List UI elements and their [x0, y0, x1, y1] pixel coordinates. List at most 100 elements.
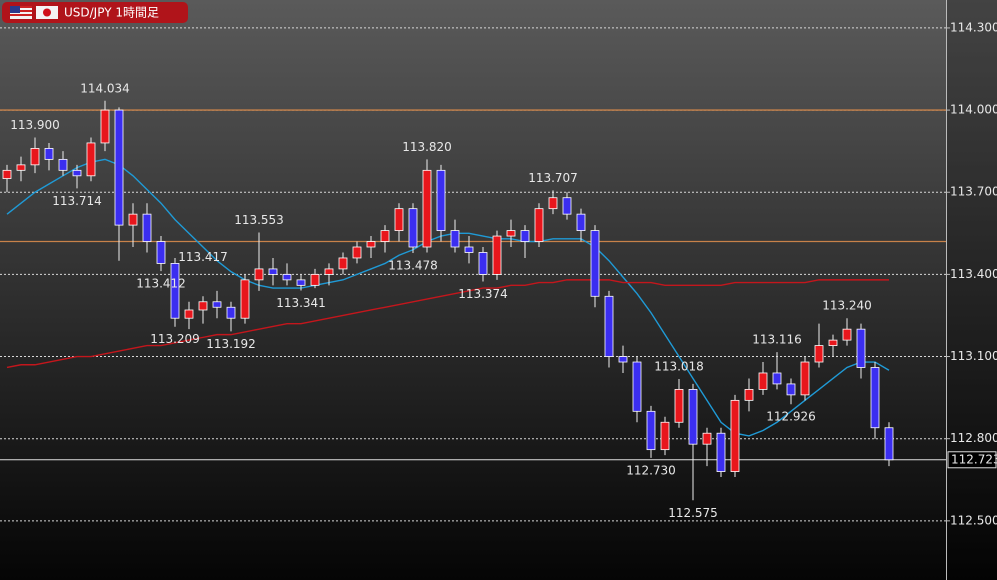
candle-body — [254, 268, 264, 281]
price-annotation: 113.553 — [234, 213, 284, 227]
candle-body — [786, 383, 796, 396]
candle-body — [660, 421, 670, 451]
candle-body — [590, 230, 600, 297]
candle-body — [478, 252, 488, 275]
candle-body — [674, 389, 684, 423]
candle-body — [72, 169, 82, 177]
candle-body — [268, 268, 278, 275]
candle-body — [142, 213, 152, 242]
y-tick-label: 113.100 — [950, 349, 997, 363]
candle-body — [58, 158, 68, 171]
price-annotation: 113.018 — [654, 359, 704, 373]
candle-body — [184, 309, 194, 319]
candle-body — [730, 399, 740, 472]
price-annotation: 113.374 — [458, 287, 508, 301]
plot: 112.500 112.800 113.100 113.400 113.700 114.0… — [0, 20, 997, 527]
candle-body — [156, 241, 166, 264]
axis-panel — [947, 0, 997, 580]
price-annotation: 113.209 — [150, 332, 200, 346]
y-tick-label: 113.400 — [950, 267, 997, 281]
candle-body — [44, 148, 54, 160]
y-tick-label: 114.000 — [950, 103, 997, 117]
candle-body — [408, 208, 418, 248]
candle-body — [100, 109, 110, 144]
y-tick-label: 113.700 — [950, 185, 997, 199]
candle-body — [422, 169, 432, 248]
candle-body — [86, 142, 96, 177]
candle-body — [758, 372, 768, 390]
us-flag-stripe — [10, 10, 32, 12]
candle-body — [604, 295, 614, 357]
candle-body — [576, 213, 586, 231]
price-annotation: 113.820 — [402, 140, 452, 154]
candle-body — [128, 213, 138, 226]
price-annotation: 113.240 — [822, 299, 872, 313]
price-annotation: 112.730 — [626, 463, 676, 477]
candle-body — [310, 273, 320, 286]
y-tick-label: 112.800 — [950, 431, 997, 445]
candle-body — [464, 246, 474, 253]
candle-body — [30, 148, 40, 166]
candle-body — [562, 197, 572, 215]
candle-body — [702, 432, 712, 445]
price-annotation: 112.575 — [668, 506, 718, 520]
y-tick-label: 112.500 — [950, 513, 997, 527]
candle-body — [198, 301, 208, 311]
candle-body — [800, 361, 810, 396]
candle-body — [2, 169, 12, 179]
price-annotation: 114.034 — [80, 81, 130, 95]
candle-body — [212, 301, 222, 308]
price-annotation: 113.116 — [752, 333, 802, 347]
candle-body — [352, 246, 362, 259]
candle-body — [842, 328, 852, 341]
candle-body — [534, 208, 544, 242]
candle-body — [240, 279, 250, 319]
candle-body — [324, 268, 334, 275]
candle-body — [548, 197, 558, 210]
last-price-label: 112.723 — [951, 452, 997, 466]
jp-flag-sun — [43, 8, 51, 17]
us-flag-stripe — [10, 14, 32, 16]
candle-body — [114, 109, 124, 226]
price-annotation: 113.714 — [52, 194, 102, 208]
candle-body — [744, 389, 754, 401]
chart-title: USD/JPY 1時間足 — [64, 6, 159, 20]
candle-body — [688, 389, 698, 445]
candle-body — [520, 230, 530, 242]
candle-body — [366, 241, 376, 248]
candle-body — [632, 361, 642, 412]
candle-body — [506, 230, 516, 237]
candle-body — [884, 427, 894, 461]
candle-body — [16, 164, 26, 171]
candle-body — [436, 169, 446, 231]
candle-body — [870, 367, 880, 429]
candle-body — [618, 356, 628, 363]
candle-body — [226, 306, 236, 319]
price-annotation: 113.192 — [206, 337, 256, 351]
y-tick-label: 114.300 — [950, 20, 997, 34]
candle-body — [170, 263, 180, 319]
price-annotation: 113.900 — [10, 118, 60, 132]
candle-body — [492, 235, 502, 275]
price-annotation: 113.417 — [178, 250, 228, 264]
candle-body — [828, 339, 838, 346]
price-annotation: 113.707 — [528, 171, 578, 185]
price-annotation: 113.478 — [388, 259, 438, 273]
header: USD/JPY 1時間足 — [2, 2, 188, 23]
candle-body — [772, 372, 782, 385]
candle-body — [856, 328, 866, 368]
price-annotation: 113.341 — [276, 296, 326, 310]
candle-body — [282, 273, 292, 281]
us-flag-canton — [10, 6, 20, 13]
candle-body — [646, 410, 656, 451]
candle-body — [380, 230, 390, 242]
last-price-box — [947, 451, 997, 469]
candle-body — [338, 257, 348, 270]
price-annotation: 112.926 — [766, 410, 816, 424]
candle-body — [394, 208, 404, 231]
price-annotation: 113.412 — [136, 277, 186, 291]
us-flag-stripe — [10, 6, 32, 8]
candle-body — [716, 432, 726, 472]
